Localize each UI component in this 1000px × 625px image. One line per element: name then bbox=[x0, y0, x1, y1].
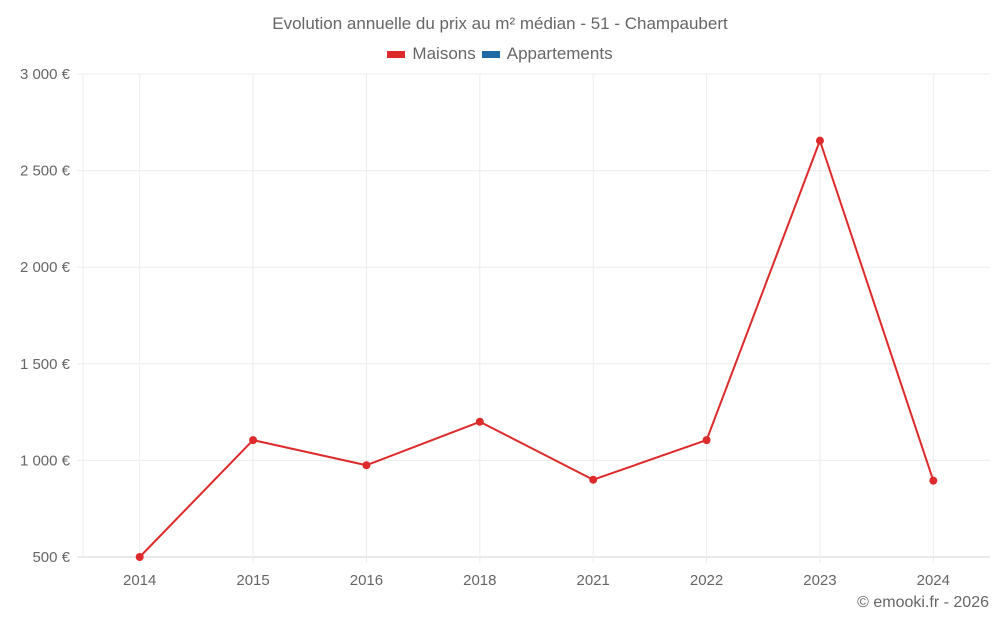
x-tick-label: 2015 bbox=[236, 572, 269, 589]
x-tick-label: 2018 bbox=[463, 572, 496, 589]
y-tick-label: 2 500 € bbox=[20, 163, 71, 180]
x-tick-label: 2024 bbox=[917, 572, 950, 589]
x-axis: 2014 2015 2016 2018 2021 2022 2023 2024 bbox=[123, 572, 950, 589]
data-point[interactable] bbox=[249, 436, 258, 445]
data-point[interactable] bbox=[362, 461, 371, 470]
legend-swatch-maisons bbox=[387, 50, 406, 58]
credit-text: © emooki.fr - 2026 bbox=[857, 594, 989, 611]
series-maisons bbox=[135, 136, 938, 561]
data-point[interactable] bbox=[475, 417, 484, 426]
x-tick-label: 2023 bbox=[803, 572, 836, 589]
legend-item-appartements[interactable]: Appartements bbox=[481, 44, 613, 64]
legend-label-maisons: Maisons bbox=[412, 44, 476, 63]
data-point[interactable] bbox=[589, 475, 598, 484]
legend: Maisons Appartements bbox=[0, 44, 1000, 64]
series-line-maisons bbox=[138, 139, 935, 558]
grid-lines bbox=[77, 73, 990, 563]
legend-item-maisons[interactable]: Maisons bbox=[387, 44, 476, 64]
y-tick-label: 1 000 € bbox=[20, 452, 71, 469]
data-point[interactable] bbox=[929, 476, 938, 485]
y-tick-label: 3 000 € bbox=[20, 66, 71, 83]
x-tick-label: 2021 bbox=[577, 572, 610, 589]
legend-label-appartements: Appartements bbox=[506, 44, 613, 63]
data-point[interactable] bbox=[815, 136, 824, 145]
y-axis: 500 € 1 000 € 1 500 € 2 000 € 2 500 € 3 000 € bbox=[20, 66, 71, 566]
chart-title: Evolution annuelle du prix au m² médian … bbox=[272, 14, 728, 33]
x-tick-label: 2016 bbox=[350, 572, 383, 589]
y-tick-label: 500 € bbox=[32, 549, 70, 566]
y-tick-label: 1 500 € bbox=[20, 356, 71, 373]
y-tick-label: 2 000 € bbox=[20, 259, 71, 276]
data-point[interactable] bbox=[135, 553, 144, 561]
x-tick-label: 2014 bbox=[123, 572, 156, 589]
x-tick-label: 2022 bbox=[690, 572, 723, 589]
data-point[interactable] bbox=[702, 436, 711, 445]
legend-swatch-appartements bbox=[481, 50, 500, 58]
